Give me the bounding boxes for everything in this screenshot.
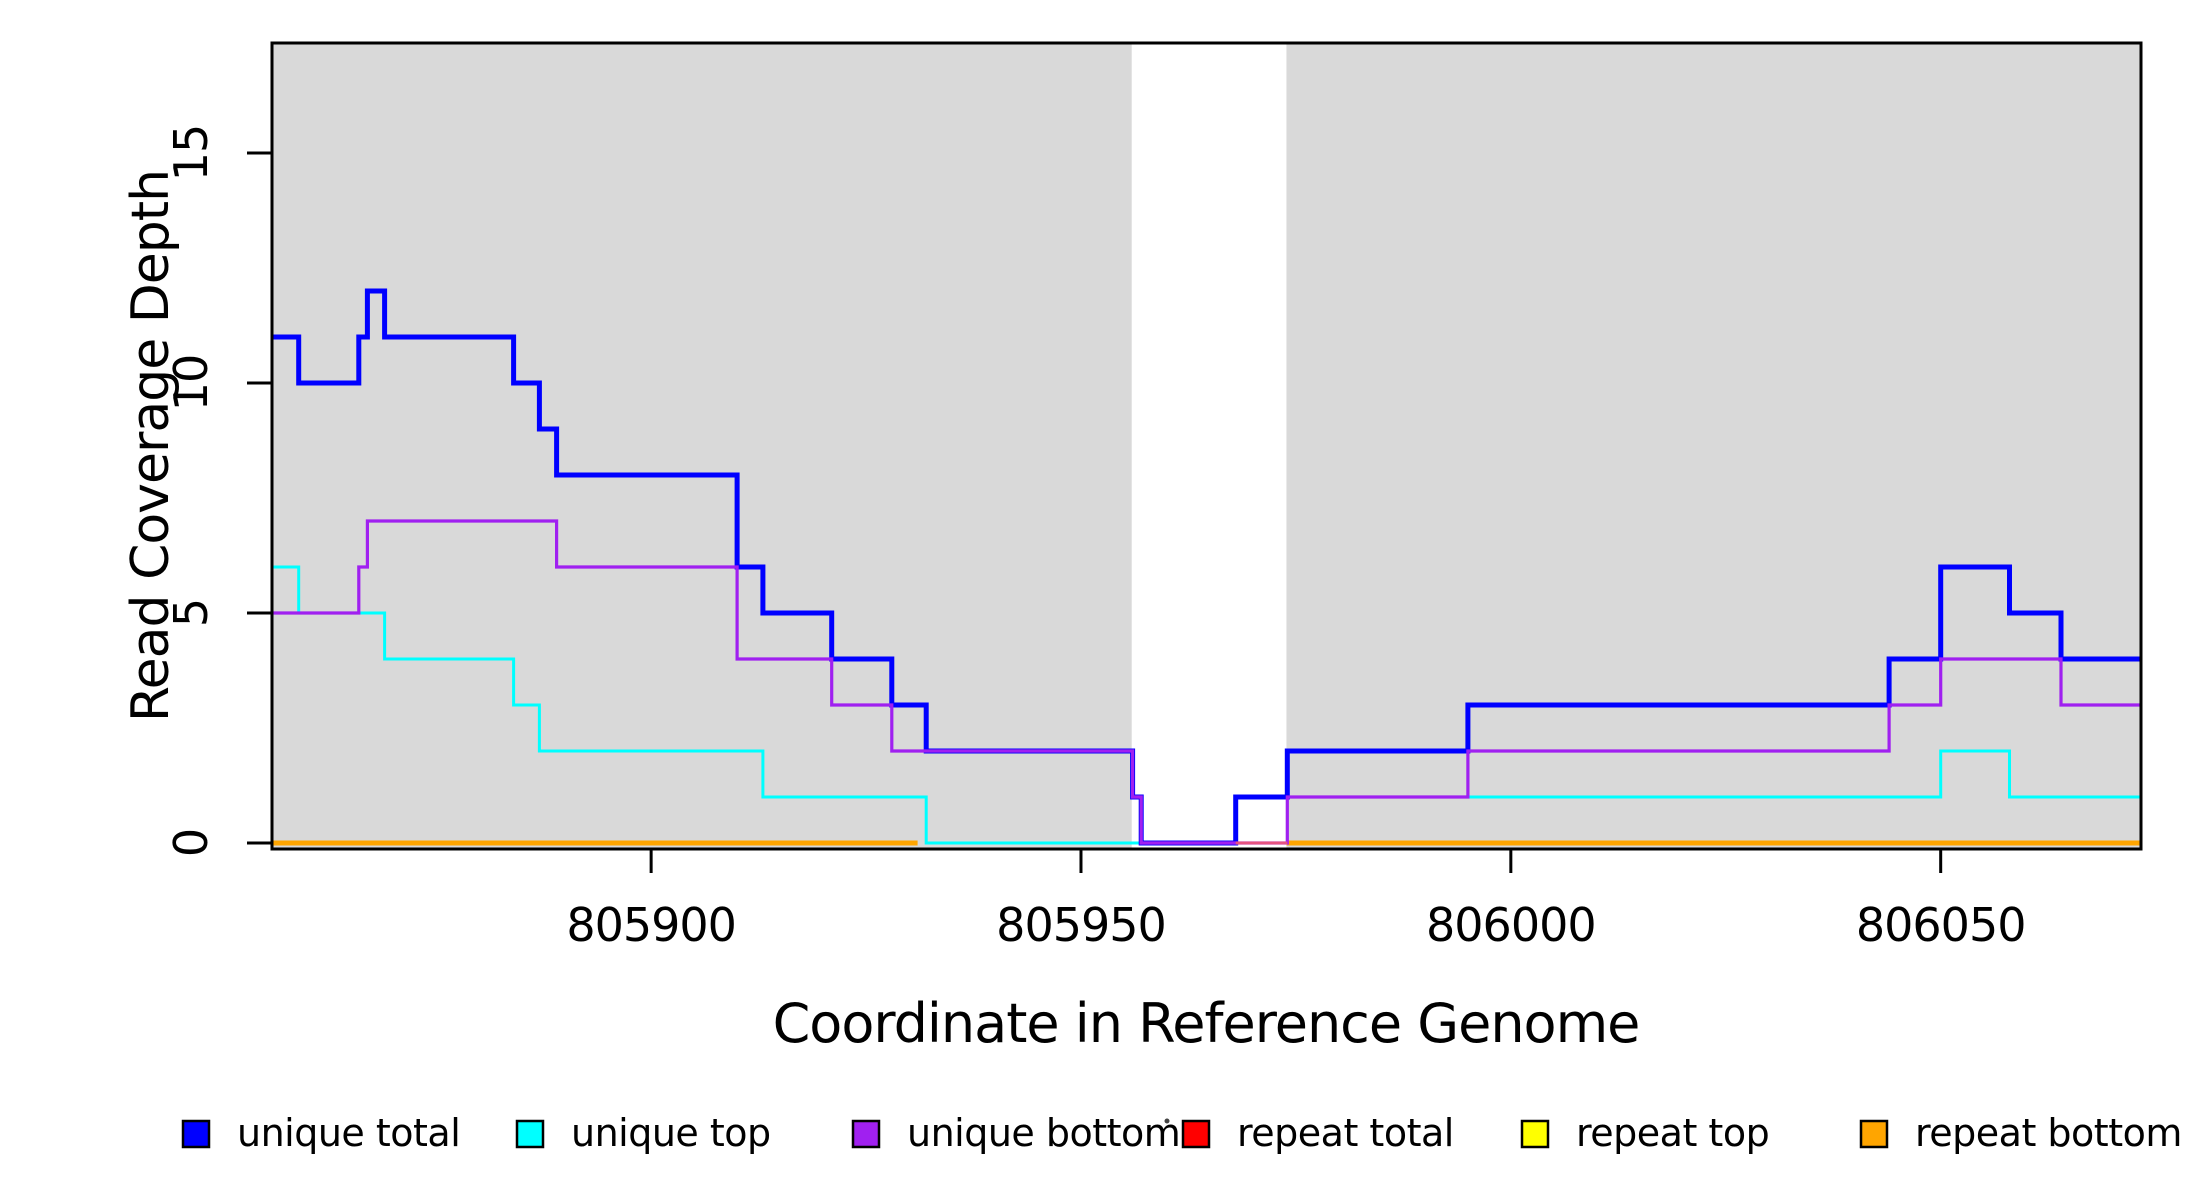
legend: unique total unique top unique bottom repea… [181, 1111, 2182, 1155]
y-tick-label-5: 5 [164, 599, 218, 627]
legend-swatch-unique-total [181, 1119, 211, 1149]
y-axis: 0 5 10 15 [164, 125, 272, 857]
x-axis-title: Coordinate in Reference Genome [773, 992, 1640, 1055]
x-tick-label-805950: 805950 [996, 898, 1166, 952]
plot-border [270, 41, 2143, 851]
legend-swatch-repeat-top [1520, 1119, 1550, 1149]
shaded-region-group [272, 43, 2141, 849]
shaded-region-1 [272, 43, 1132, 849]
series-lines-group [272, 288, 2141, 846]
series-unique-top [272, 565, 2141, 845]
x-tick-label-805900: 805900 [566, 898, 736, 952]
legend-label-unique-top: unique top [571, 1111, 771, 1155]
shaded-region-2 [1286, 43, 2141, 849]
legend-swatch-repeat-total [1181, 1119, 1211, 1149]
legend-item-unique-total: unique total [181, 1111, 461, 1155]
legend-item-unique-top: unique top [515, 1111, 771, 1155]
series-unique-bottom [272, 519, 2141, 845]
y-axis-title: Read Coverage Depth [121, 170, 181, 722]
y-tick-label-0: 0 [164, 829, 218, 857]
series-unique-total [272, 288, 2141, 846]
x-tick-label-806000: 806000 [1426, 898, 1596, 952]
legend-item-repeat-top: repeat top [1520, 1111, 1770, 1155]
legend-label-unique-total: unique total [237, 1111, 460, 1155]
legend-label-repeat-bottom: repeat bottom [1915, 1111, 2182, 1155]
legend-item-unique-bottom: unique bottom [851, 1111, 1181, 1155]
y-tick-label-15: 15 [164, 125, 218, 182]
x-tick-label-806050: 806050 [1856, 898, 2026, 952]
legend-label-repeat-total: repeat total [1237, 1111, 1454, 1155]
legend-item-repeat-total: repeat total [1181, 1111, 1454, 1155]
x-axis: 805900 805950 806000 806050 [566, 849, 2026, 952]
legend-label-repeat-top: repeat top [1576, 1111, 1769, 1155]
legend-label-unique-bottom: unique bottom [907, 1111, 1180, 1155]
legend-swatch-unique-bottom [851, 1119, 881, 1149]
plot-border-box [270, 41, 2143, 851]
y-tick-label-10: 10 [164, 355, 218, 412]
legend-swatch-repeat-bottom [1859, 1119, 1889, 1149]
stray-dot [1164, 1118, 1170, 1124]
legend-item-repeat-bottom: repeat bottom [1859, 1111, 2182, 1155]
legend-swatch-unique-top [515, 1119, 545, 1149]
